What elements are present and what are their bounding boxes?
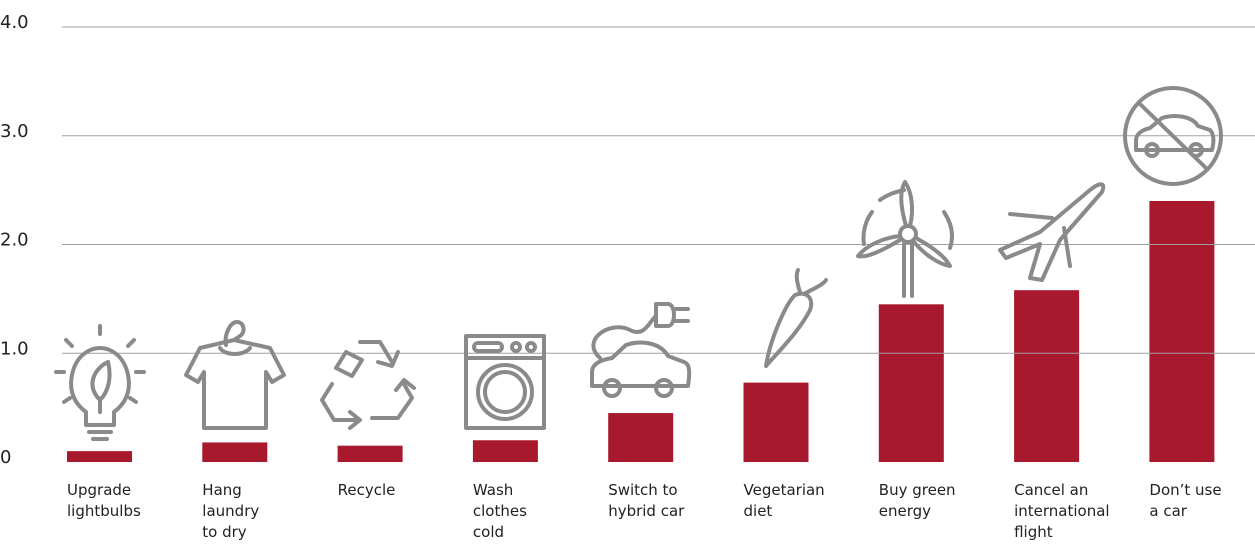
icon-washer bbox=[464, 334, 546, 430]
icon-wind bbox=[856, 180, 954, 298]
icon-carrot bbox=[764, 268, 828, 368]
bar bbox=[1149, 201, 1215, 462]
y-tick-label: 4.0 bbox=[0, 12, 29, 33]
x-tick-label: Don’t use a car bbox=[1149, 481, 1222, 520]
bar bbox=[472, 440, 538, 462]
x-tick-label: Buy green energy bbox=[878, 481, 956, 520]
icon-plane bbox=[998, 182, 1106, 282]
icons bbox=[54, 86, 1223, 441]
x-tick-label: Hang laundry to dry bbox=[202, 481, 260, 541]
y-tick-label: 3.0 bbox=[0, 121, 29, 142]
bar bbox=[608, 413, 674, 462]
y-tick-label: 2.0 bbox=[0, 230, 29, 251]
x-tick-label: Switch to hybrid car bbox=[608, 481, 685, 520]
icon-no-car bbox=[1123, 86, 1223, 186]
bar bbox=[337, 445, 403, 462]
x-tick-label: Recycle bbox=[337, 481, 396, 499]
icon-recycle bbox=[320, 340, 416, 430]
bar bbox=[202, 442, 268, 462]
bar bbox=[67, 451, 132, 462]
x-tick-label: Upgrade lightbulbs bbox=[67, 481, 141, 520]
y-tick-label: 1.0 bbox=[0, 338, 29, 359]
icon-hybrid-car bbox=[590, 302, 692, 398]
icon-shirt bbox=[184, 320, 286, 430]
y-tick-label: 0 bbox=[0, 447, 11, 468]
bar bbox=[1014, 290, 1080, 462]
x-tick-label: Wash clothes cold bbox=[472, 481, 527, 541]
icon-lightbulb bbox=[54, 324, 146, 441]
bar bbox=[878, 304, 944, 462]
x-tick-label: Vegetarian diet bbox=[743, 481, 825, 520]
bar bbox=[743, 382, 809, 462]
x-tick-label: Cancel an international flight bbox=[1014, 481, 1110, 541]
